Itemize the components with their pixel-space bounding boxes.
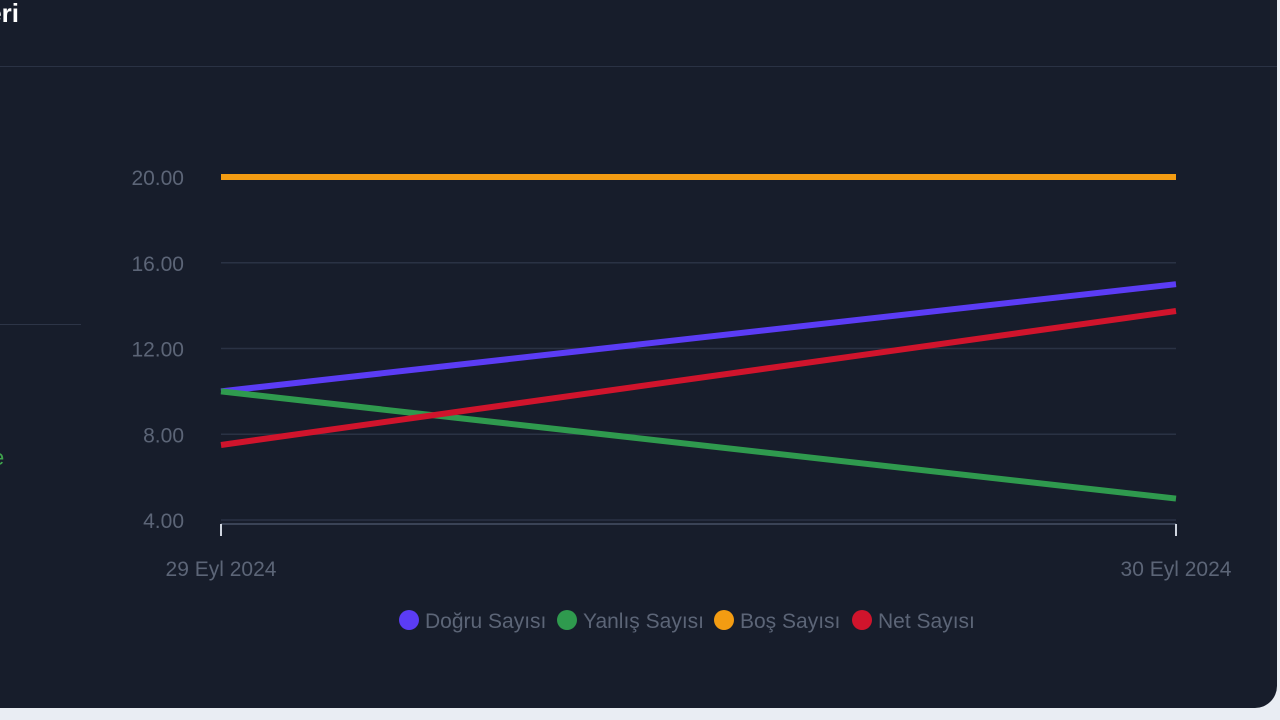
legend: Doğru Sayısı Yanlış Sayısı Boş Sayısı Net S… <box>399 610 975 633</box>
legend-marker[interactable] <box>714 610 734 630</box>
legend-marker[interactable] <box>399 610 419 630</box>
y-tick-label: 20.00 <box>131 167 184 190</box>
legend-marker[interactable] <box>852 610 872 630</box>
legend-label[interactable]: Doğru Sayısı <box>425 610 546 633</box>
y-tick-label: 16.00 <box>131 253 184 276</box>
x-tick-label: 29 Eyl 2024 <box>166 558 277 581</box>
legend-label[interactable]: Yanlış Sayısı <box>583 610 704 633</box>
card-header: leri <box>0 0 1277 67</box>
series-line-1 <box>220 388 1177 502</box>
card-title: leri <box>0 0 20 28</box>
series-lines <box>220 174 1177 502</box>
x-tick-label: 30 Eyl 2024 <box>1121 558 1232 581</box>
series-line-3 <box>220 308 1177 448</box>
x-axis: 29 Eyl 2024 30 Eyl 2024 <box>166 523 1232 581</box>
series-line-0 <box>220 281 1177 395</box>
left-panel-divider <box>0 324 81 325</box>
grid-lines <box>221 262 1176 521</box>
left-panel-text: e <box>0 445 4 471</box>
legend-label[interactable]: Net Sayısı <box>878 610 975 633</box>
y-tick-label: 12.00 <box>131 339 184 362</box>
y-axis-ticks: 4.00 8.00 12.00 16.00 20.00 <box>131 167 184 533</box>
y-tick-label: 8.00 <box>143 424 184 447</box>
y-tick-label: 4.00 <box>143 510 184 533</box>
legend-marker[interactable] <box>557 610 577 630</box>
legend-label[interactable]: Boş Sayısı <box>740 610 840 633</box>
